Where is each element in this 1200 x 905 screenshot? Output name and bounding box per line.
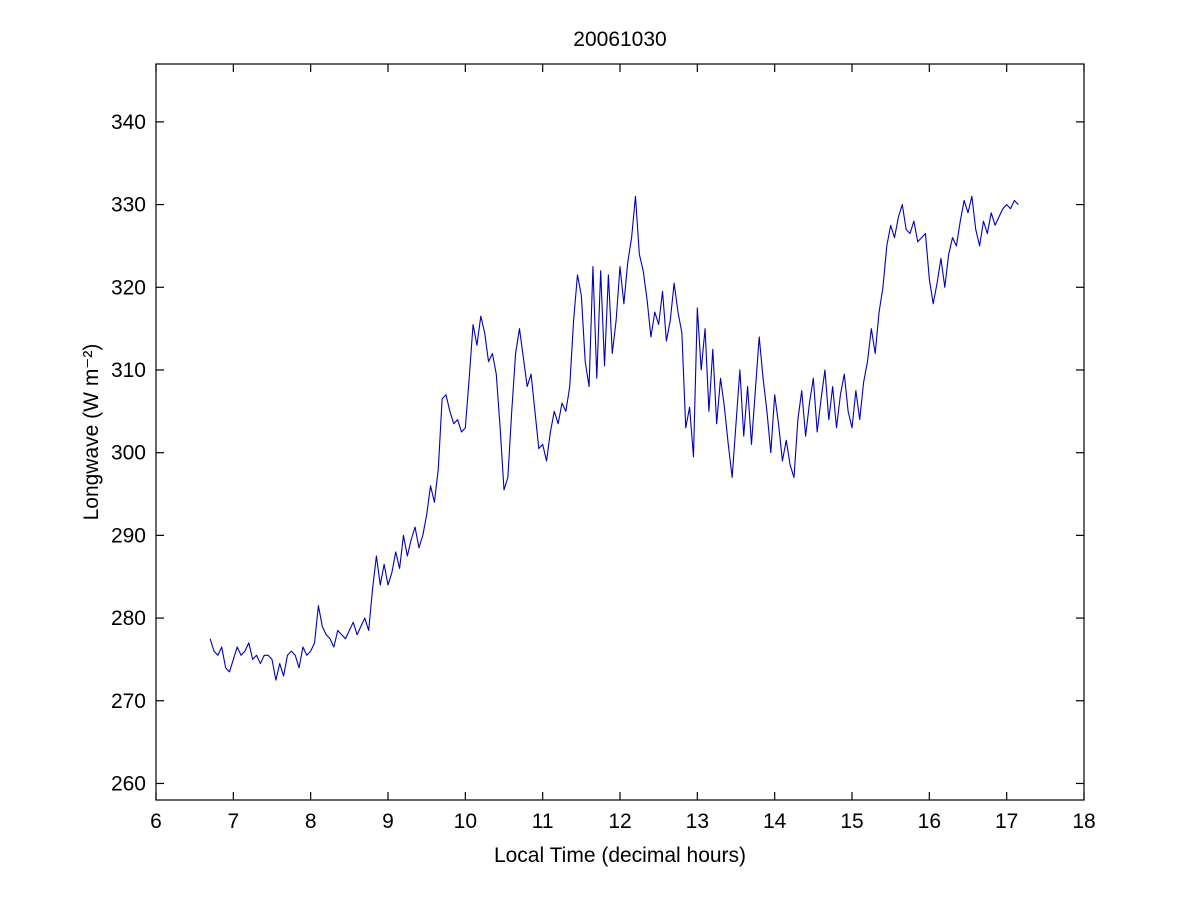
y-tick-label: 290 bbox=[111, 524, 146, 547]
x-tick-label: 14 bbox=[763, 810, 787, 833]
y-tick-label: 300 bbox=[111, 442, 146, 465]
x-tick-label: 13 bbox=[686, 810, 709, 833]
x-tick-label: 8 bbox=[305, 810, 317, 833]
y-axis-label: Longwave (W m⁻²) bbox=[80, 344, 103, 521]
y-tick-label: 260 bbox=[111, 772, 146, 795]
data-line-longwave bbox=[209, 195, 1019, 681]
x-tick-label: 6 bbox=[150, 810, 162, 833]
x-tick-label: 15 bbox=[840, 810, 863, 833]
x-tick-label: 11 bbox=[532, 810, 554, 833]
x-tick-label: 18 bbox=[1072, 810, 1095, 833]
x-axis-label: Local Time (decimal hours) bbox=[494, 844, 746, 867]
y-tick-label: 340 bbox=[111, 111, 146, 134]
chart-title: 20061030 bbox=[573, 28, 666, 51]
axes-box bbox=[155, 63, 1085, 801]
x-tick-label: 9 bbox=[382, 810, 394, 833]
y-tick-label: 320 bbox=[111, 276, 146, 299]
x-tick-label: 16 bbox=[918, 810, 941, 833]
x-tick-label: 17 bbox=[995, 810, 1018, 833]
y-tick-label: 330 bbox=[111, 194, 146, 217]
x-tick-label: 10 bbox=[454, 810, 477, 833]
y-tick-label: 270 bbox=[111, 690, 146, 713]
y-tick-label: 310 bbox=[111, 359, 146, 382]
x-tick-label: 12 bbox=[608, 810, 631, 833]
x-tick-label: 7 bbox=[227, 810, 239, 833]
y-tick-label: 280 bbox=[111, 607, 146, 630]
